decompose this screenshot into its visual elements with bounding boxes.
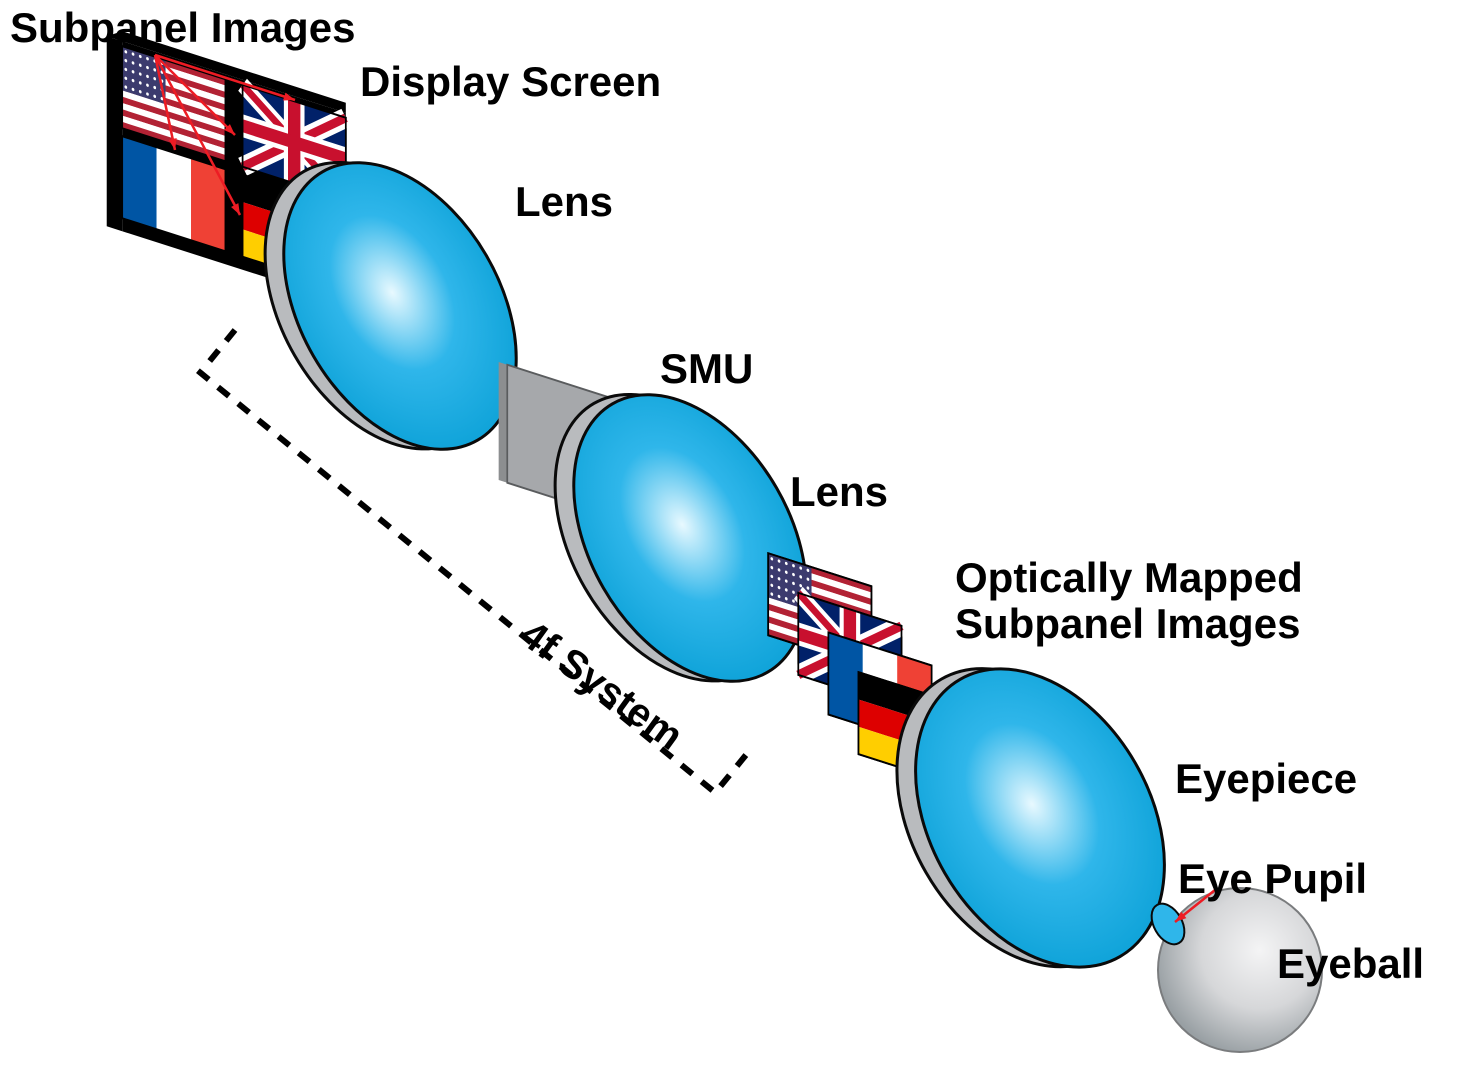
label-eyepiece: Eyepiece [1175,755,1357,803]
label-lens-2: Lens [790,468,888,516]
diagram-stage: Subpanel Images Display Screen Lens SMU … [0,0,1481,1081]
label-smu: SMU [660,345,753,393]
label-lens-1: Lens [515,178,613,226]
label-subpanel-images: Subpanel Images [10,4,355,52]
label-eye-pupil: Eye Pupil [1178,855,1367,903]
label-display-screen: Display Screen [360,58,661,106]
label-optically-mapped: Optically Mapped Subpanel Images [955,555,1303,647]
diagram-svg [0,0,1481,1081]
label-eyeball: Eyeball [1277,940,1424,988]
